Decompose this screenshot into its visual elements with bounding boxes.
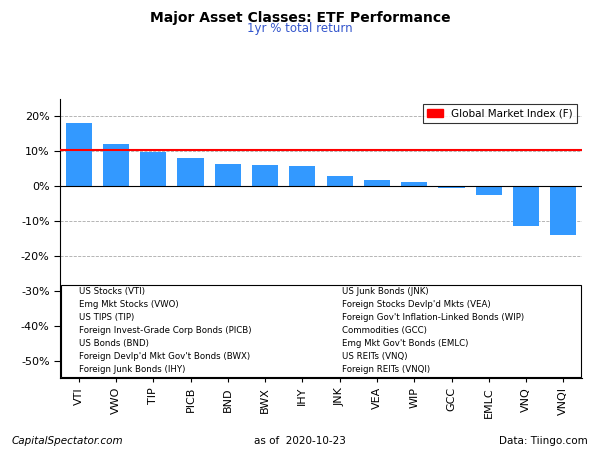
Bar [178,158,203,186]
Text: as of  2020-10-23: as of 2020-10-23 [254,436,346,446]
Bar [326,176,353,186]
Text: US Stocks (VTI): US Stocks (VTI) [79,287,145,296]
Bar [476,186,502,195]
Text: Data: Tiingo.com: Data: Tiingo.com [499,436,588,446]
Text: Major Asset Classes: ETF Performance: Major Asset Classes: ETF Performance [149,11,451,25]
Text: US TIPS (TIP): US TIPS (TIP) [79,313,134,322]
Bar [103,144,129,186]
Text: Foreign REITs (VNQI): Foreign REITs (VNQI) [341,365,430,374]
Text: US Bonds (BND): US Bonds (BND) [79,339,149,348]
Text: US REITs (VNQ): US REITs (VNQ) [341,352,407,361]
Text: Emg Mkt Gov't Bonds (EMLC): Emg Mkt Gov't Bonds (EMLC) [341,339,468,348]
Legend: Global Market Index (F): Global Market Index (F) [423,104,577,122]
Bar [513,186,539,226]
Text: CapitalSpectator.com: CapitalSpectator.com [12,436,124,446]
Text: Foreign Junk Bonds (IHY): Foreign Junk Bonds (IHY) [79,365,185,374]
Text: US Junk Bonds (JNK): US Junk Bonds (JNK) [341,287,428,296]
Text: Foreign Gov't Inflation-Linked Bonds (WIP): Foreign Gov't Inflation-Linked Bonds (WI… [341,313,524,322]
Bar [215,163,241,186]
Text: Foreign Stocks Devlp'd Mkts (VEA): Foreign Stocks Devlp'd Mkts (VEA) [341,300,490,309]
Bar [289,166,316,186]
Text: 1yr % total return: 1yr % total return [247,22,353,35]
Bar [65,123,92,186]
Text: Emg Mkt Stocks (VWO): Emg Mkt Stocks (VWO) [79,300,178,309]
Bar [550,186,577,235]
Text: Commodities (GCC): Commodities (GCC) [341,326,427,335]
Bar [140,152,166,186]
Text: Foreign Invest-Grade Corp Bonds (PICB): Foreign Invest-Grade Corp Bonds (PICB) [79,326,251,335]
Bar [364,180,390,186]
Bar [61,285,581,377]
Bar [252,165,278,186]
Text: Foreign Devlp'd Mkt Gov't Bonds (BWX): Foreign Devlp'd Mkt Gov't Bonds (BWX) [79,352,250,361]
Bar [401,182,427,186]
Bar [439,186,464,188]
